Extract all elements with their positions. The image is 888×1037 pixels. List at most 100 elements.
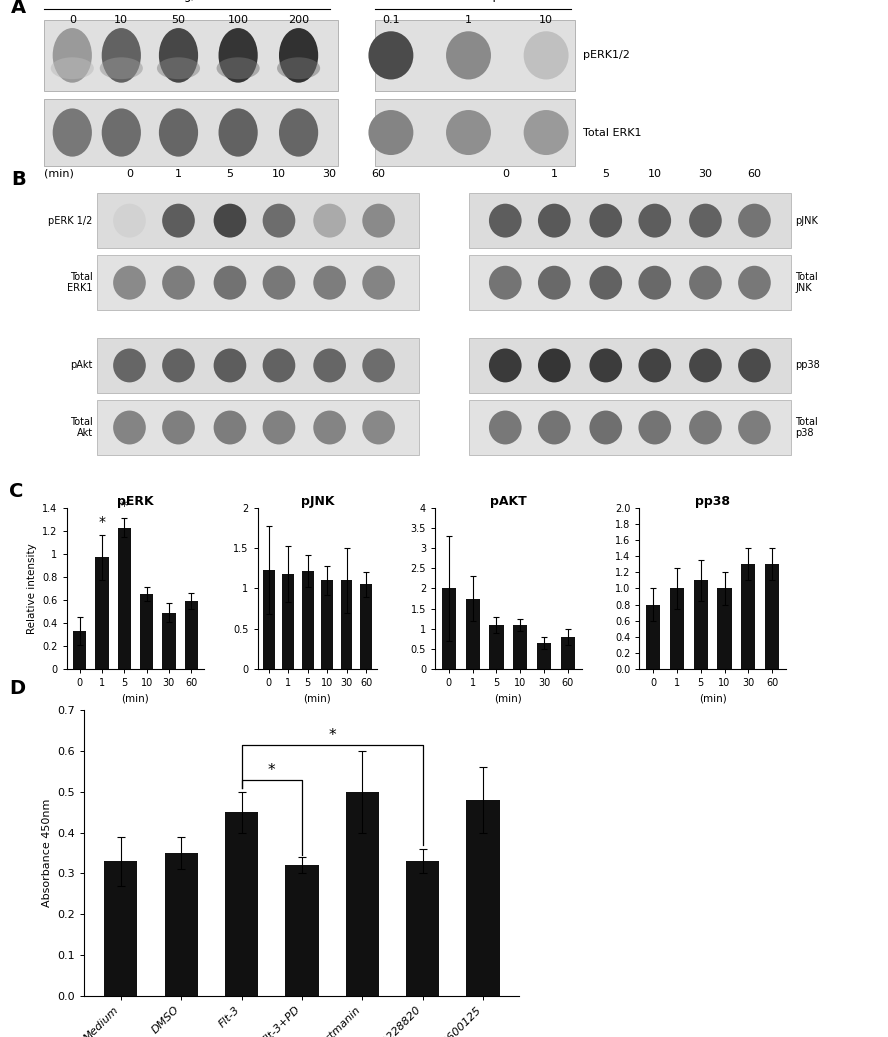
Ellipse shape bbox=[313, 348, 346, 383]
Ellipse shape bbox=[446, 31, 491, 80]
Ellipse shape bbox=[738, 203, 771, 237]
Title: pERK: pERK bbox=[117, 495, 154, 508]
Ellipse shape bbox=[638, 348, 671, 383]
Ellipse shape bbox=[313, 265, 346, 300]
FancyBboxPatch shape bbox=[469, 255, 791, 310]
X-axis label: (min): (min) bbox=[304, 694, 331, 703]
Text: 100: 100 bbox=[227, 16, 249, 25]
Bar bbox=[140, 594, 154, 669]
Title: pJNK: pJNK bbox=[301, 495, 334, 508]
Ellipse shape bbox=[218, 109, 258, 157]
Title: pAKT: pAKT bbox=[490, 495, 527, 508]
X-axis label: (min): (min) bbox=[699, 694, 726, 703]
Ellipse shape bbox=[538, 203, 571, 237]
Bar bbox=[263, 570, 274, 669]
FancyBboxPatch shape bbox=[469, 338, 791, 393]
Text: 1: 1 bbox=[465, 16, 472, 25]
Bar bbox=[406, 861, 440, 996]
Ellipse shape bbox=[52, 109, 91, 157]
Ellipse shape bbox=[163, 265, 194, 300]
Text: 30: 30 bbox=[322, 169, 337, 178]
FancyBboxPatch shape bbox=[375, 20, 575, 91]
Ellipse shape bbox=[738, 348, 771, 383]
Ellipse shape bbox=[362, 203, 395, 237]
Bar bbox=[537, 643, 551, 669]
Ellipse shape bbox=[163, 203, 194, 237]
Ellipse shape bbox=[590, 203, 622, 237]
Ellipse shape bbox=[369, 110, 414, 155]
Ellipse shape bbox=[446, 110, 491, 155]
Ellipse shape bbox=[157, 57, 200, 79]
FancyBboxPatch shape bbox=[97, 400, 419, 455]
Text: Total ERK1: Total ERK1 bbox=[583, 128, 641, 138]
Text: 5: 5 bbox=[602, 169, 609, 178]
Ellipse shape bbox=[738, 265, 771, 300]
Text: FL (ng/mL): FL (ng/mL) bbox=[155, 0, 218, 2]
Ellipse shape bbox=[313, 411, 346, 445]
Ellipse shape bbox=[689, 265, 722, 300]
Ellipse shape bbox=[689, 411, 722, 445]
Ellipse shape bbox=[738, 411, 771, 445]
Ellipse shape bbox=[279, 28, 318, 83]
Ellipse shape bbox=[159, 109, 198, 157]
X-axis label: (min): (min) bbox=[122, 694, 149, 703]
Text: *: * bbox=[329, 728, 336, 742]
Ellipse shape bbox=[590, 265, 622, 300]
FancyBboxPatch shape bbox=[97, 193, 419, 248]
Text: PD98059 (μM): PD98059 (μM) bbox=[431, 0, 514, 2]
Ellipse shape bbox=[113, 265, 146, 300]
Bar bbox=[285, 865, 319, 996]
Ellipse shape bbox=[362, 265, 395, 300]
Text: Total
Akt: Total Akt bbox=[70, 417, 92, 439]
Bar bbox=[95, 558, 108, 669]
Ellipse shape bbox=[102, 28, 141, 83]
Ellipse shape bbox=[489, 411, 521, 445]
Bar bbox=[321, 581, 333, 669]
Ellipse shape bbox=[214, 411, 246, 445]
Ellipse shape bbox=[538, 411, 571, 445]
Ellipse shape bbox=[689, 348, 722, 383]
Text: 10: 10 bbox=[539, 16, 553, 25]
Ellipse shape bbox=[638, 265, 671, 300]
Ellipse shape bbox=[263, 411, 296, 445]
Ellipse shape bbox=[638, 203, 671, 237]
Bar bbox=[465, 598, 480, 669]
Bar bbox=[741, 564, 756, 669]
Bar bbox=[718, 589, 732, 669]
Ellipse shape bbox=[689, 203, 722, 237]
Text: 0: 0 bbox=[68, 16, 75, 25]
Text: *: * bbox=[121, 499, 128, 512]
Bar bbox=[513, 624, 527, 669]
Text: 1: 1 bbox=[175, 169, 182, 178]
Bar bbox=[73, 630, 86, 669]
Ellipse shape bbox=[102, 109, 141, 157]
Ellipse shape bbox=[362, 348, 395, 383]
Text: 30: 30 bbox=[699, 169, 712, 178]
Ellipse shape bbox=[263, 265, 296, 300]
Bar bbox=[225, 812, 258, 996]
Text: Total
JNK: Total JNK bbox=[796, 272, 818, 293]
Ellipse shape bbox=[638, 411, 671, 445]
Text: pAkt: pAkt bbox=[70, 361, 92, 370]
Ellipse shape bbox=[263, 203, 296, 237]
Bar bbox=[765, 564, 780, 669]
Bar bbox=[341, 581, 353, 669]
Ellipse shape bbox=[163, 411, 194, 445]
Text: 5: 5 bbox=[226, 169, 234, 178]
Bar bbox=[670, 589, 684, 669]
Y-axis label: Relative intensity: Relative intensity bbox=[27, 543, 36, 634]
Ellipse shape bbox=[590, 411, 622, 445]
Bar bbox=[361, 585, 372, 669]
Bar bbox=[694, 581, 708, 669]
Bar bbox=[345, 792, 379, 996]
Ellipse shape bbox=[538, 265, 571, 300]
X-axis label: (min): (min) bbox=[495, 694, 522, 703]
FancyBboxPatch shape bbox=[44, 20, 337, 91]
Ellipse shape bbox=[277, 57, 321, 79]
Ellipse shape bbox=[214, 203, 246, 237]
Text: C: C bbox=[9, 482, 23, 501]
Ellipse shape bbox=[52, 28, 91, 83]
Text: pJNK: pJNK bbox=[796, 216, 818, 226]
Ellipse shape bbox=[99, 57, 143, 79]
Bar bbox=[560, 637, 575, 669]
